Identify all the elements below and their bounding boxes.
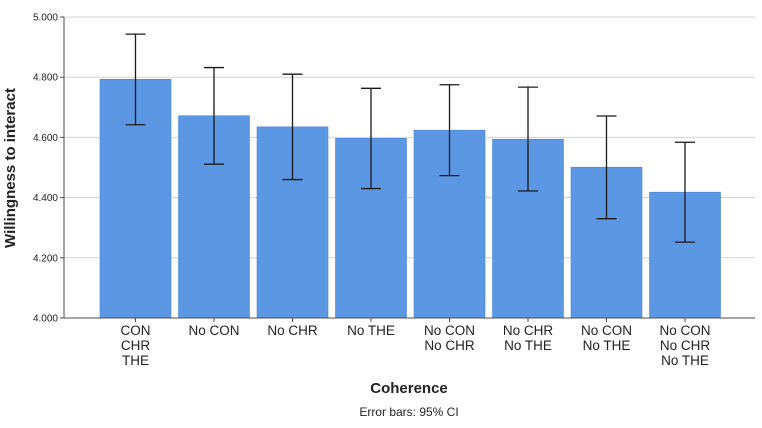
x-tick-label-line: No CON [424,323,475,338]
y-tick-label: 4.400 [33,193,58,204]
error-bar [675,141,695,243]
x-tick-label-line: No THE [583,338,631,353]
error-bar [518,86,538,192]
error-bars-note: Error bars: 95% CI [359,405,458,419]
error-bar [125,33,146,126]
x-axis-title: Coherence [370,380,448,397]
y-tick-label: 4.600 [33,133,58,144]
x-tick-label: CON CHR THE [121,323,151,368]
x-tick-label-line: No CHR [424,338,475,353]
y-axis-title: Willingness to interact [2,88,19,248]
y-tick-label: 4.200 [33,253,58,264]
x-tick-label: No CON No THE [581,323,632,353]
x-tick-label: No CHR No THE [503,323,554,353]
error-bar [282,73,303,181]
x-tick-label-line: No CON [188,323,239,338]
x-tick-label: No CHR [267,323,318,338]
x-tick-label-line: No CHR [267,323,318,338]
error-bar [596,115,617,220]
x-tick-label: No THE [347,323,395,338]
x-tick-label: No CON No CHR [424,323,475,353]
x-tick-label-line: No THE [661,353,709,368]
x-tick-label-line: No CON [659,323,710,338]
x-tick-label-line: No THE [504,338,552,353]
x-tick-label-line: THE [122,353,149,368]
x-tick-label-line: No THE [347,323,395,338]
error-bar [439,84,460,177]
x-tick-label: No CON No CHR No THE [659,323,710,368]
y-tick-label: 5.000 [33,13,58,24]
x-tick-label-line: CHR [121,338,150,353]
x-tick-label-line: CON [121,323,151,338]
x-tick-label: No CON [188,323,239,338]
x-tick-label-line: No CON [581,323,632,338]
x-tick-label-line: No CHR [503,323,554,338]
y-tick-label: 4.000 [33,314,58,325]
error-bar [204,66,224,165]
y-tick-label: 4.800 [33,73,58,84]
error-bar [361,87,381,190]
x-tick-label-line: No CHR [660,338,711,353]
